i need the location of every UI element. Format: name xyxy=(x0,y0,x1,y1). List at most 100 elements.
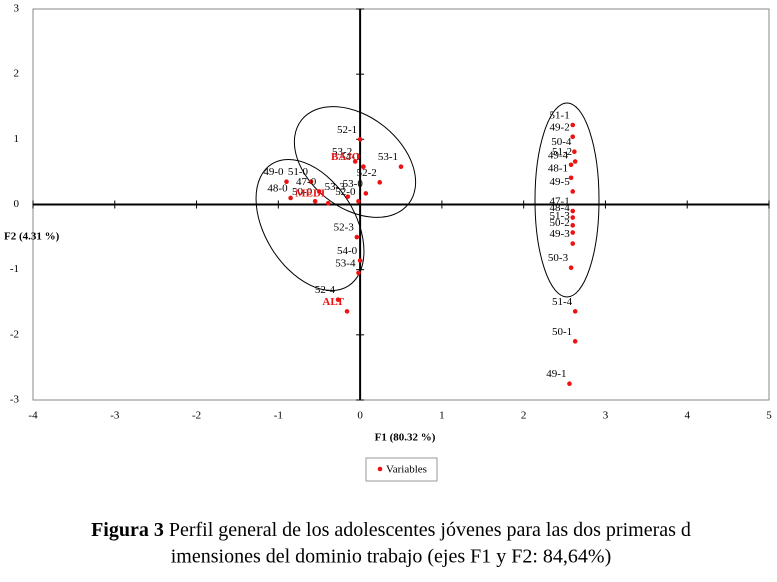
point xyxy=(344,309,350,314)
point xyxy=(345,194,351,199)
point xyxy=(570,241,576,246)
point-label: 51-4 xyxy=(552,296,573,308)
point xyxy=(567,381,572,387)
x-tick-label: 2 xyxy=(521,410,527,422)
caption: Figura 3 Perfil general de los adolescen… xyxy=(91,519,691,541)
x-tick-label: 3 xyxy=(603,410,609,422)
group-ellipse xyxy=(534,102,600,298)
point xyxy=(352,159,358,164)
point-label: 52-4 xyxy=(315,284,336,296)
category-label: BAJO xyxy=(331,151,361,163)
point-label: 53-0 xyxy=(343,178,364,190)
legend-marker xyxy=(377,466,383,472)
point xyxy=(570,189,576,194)
point-label: 50-1 xyxy=(552,326,572,338)
category-label: MEDI xyxy=(295,188,325,200)
caption-line: Perfil general de los adolescentes jóven… xyxy=(169,519,691,541)
point-label: 49-4 xyxy=(548,149,569,161)
point xyxy=(284,179,289,184)
caption-label: Figura 3 xyxy=(91,519,164,541)
x-tick-label: 1 xyxy=(439,410,445,422)
point xyxy=(572,309,578,314)
point xyxy=(356,198,361,204)
point xyxy=(363,191,369,196)
point-label: 51-3 xyxy=(550,210,571,222)
point-label: 53-1 xyxy=(378,151,398,163)
point-label: 50-0 xyxy=(292,186,313,198)
point-label: 49-0 xyxy=(263,166,284,178)
point xyxy=(316,189,322,194)
point xyxy=(568,265,574,271)
legend xyxy=(365,457,438,482)
point-label: 48-0 xyxy=(267,183,288,195)
point-label: 52-1 xyxy=(337,124,357,136)
point xyxy=(354,234,360,240)
point-label: 49-1 xyxy=(546,368,566,380)
point xyxy=(335,297,341,302)
point xyxy=(570,230,576,235)
point-label: 52-0 xyxy=(335,186,356,198)
point xyxy=(361,164,366,170)
point-label: 54-1 xyxy=(340,151,360,163)
y-tick-label: 2 xyxy=(14,68,20,80)
point xyxy=(570,208,576,214)
legend-label: Variables xyxy=(386,464,427,476)
point-label: 50-2 xyxy=(550,217,570,229)
y-tick-label: -3 xyxy=(10,394,20,406)
point xyxy=(570,215,576,220)
point xyxy=(570,134,576,140)
point-label: 52-3 xyxy=(334,222,355,234)
point-label: 51-2 xyxy=(552,146,572,158)
caption-line: imensiones del dominio trabajo (ejes F1 … xyxy=(171,546,612,568)
point xyxy=(572,339,578,344)
point xyxy=(570,223,576,228)
point-label: 54-0 xyxy=(337,245,358,257)
y-tick-label: -1 xyxy=(10,263,19,275)
y-tick-label: 3 xyxy=(14,3,20,15)
point xyxy=(357,258,363,263)
x-tick-label: -2 xyxy=(192,410,201,422)
point-label: 51-1 xyxy=(550,110,570,122)
point-label: 51-0 xyxy=(288,166,309,178)
y-tick-label: 0 xyxy=(14,198,20,210)
point-label: 49-5 xyxy=(550,176,571,188)
x-axis-label: F1 (80.32 %) xyxy=(375,432,436,444)
point xyxy=(572,159,578,164)
point xyxy=(356,270,361,276)
y-axis-label: F2 (4.31 %) xyxy=(4,231,60,243)
point-label: 48-1 xyxy=(548,162,568,174)
point-label: 49-2 xyxy=(550,121,570,133)
point-label: 49-3 xyxy=(550,228,571,240)
point-label: 47-1 xyxy=(550,196,570,208)
point-label: 53-3 xyxy=(325,181,346,193)
point xyxy=(357,137,363,142)
point-label: 53-4 xyxy=(335,257,356,269)
y-tick-label: 1 xyxy=(14,133,20,145)
point xyxy=(572,149,577,155)
x-tick-label: -4 xyxy=(28,410,38,422)
group-ellipse xyxy=(255,158,365,292)
point-label: 50-3 xyxy=(548,252,569,264)
x-tick-label: 5 xyxy=(766,410,772,422)
y-tick-label: -2 xyxy=(10,328,19,340)
point xyxy=(325,200,331,206)
point xyxy=(570,122,576,128)
point xyxy=(312,198,318,204)
point-label: 48-4 xyxy=(550,202,571,214)
x-tick-label: 0 xyxy=(357,410,363,422)
point xyxy=(568,175,574,181)
point xyxy=(288,195,293,201)
point-label: 52-2 xyxy=(357,167,377,179)
x-tick-label: -1 xyxy=(274,410,283,422)
x-tick-label: 4 xyxy=(684,410,690,422)
point xyxy=(398,164,404,170)
point xyxy=(568,162,574,168)
point-label: 47-0 xyxy=(296,176,317,188)
point xyxy=(377,180,383,185)
point xyxy=(308,179,314,184)
x-tick-label: -3 xyxy=(110,410,120,422)
point-label: 50-4 xyxy=(551,136,572,148)
category-label: ALT xyxy=(322,296,344,308)
